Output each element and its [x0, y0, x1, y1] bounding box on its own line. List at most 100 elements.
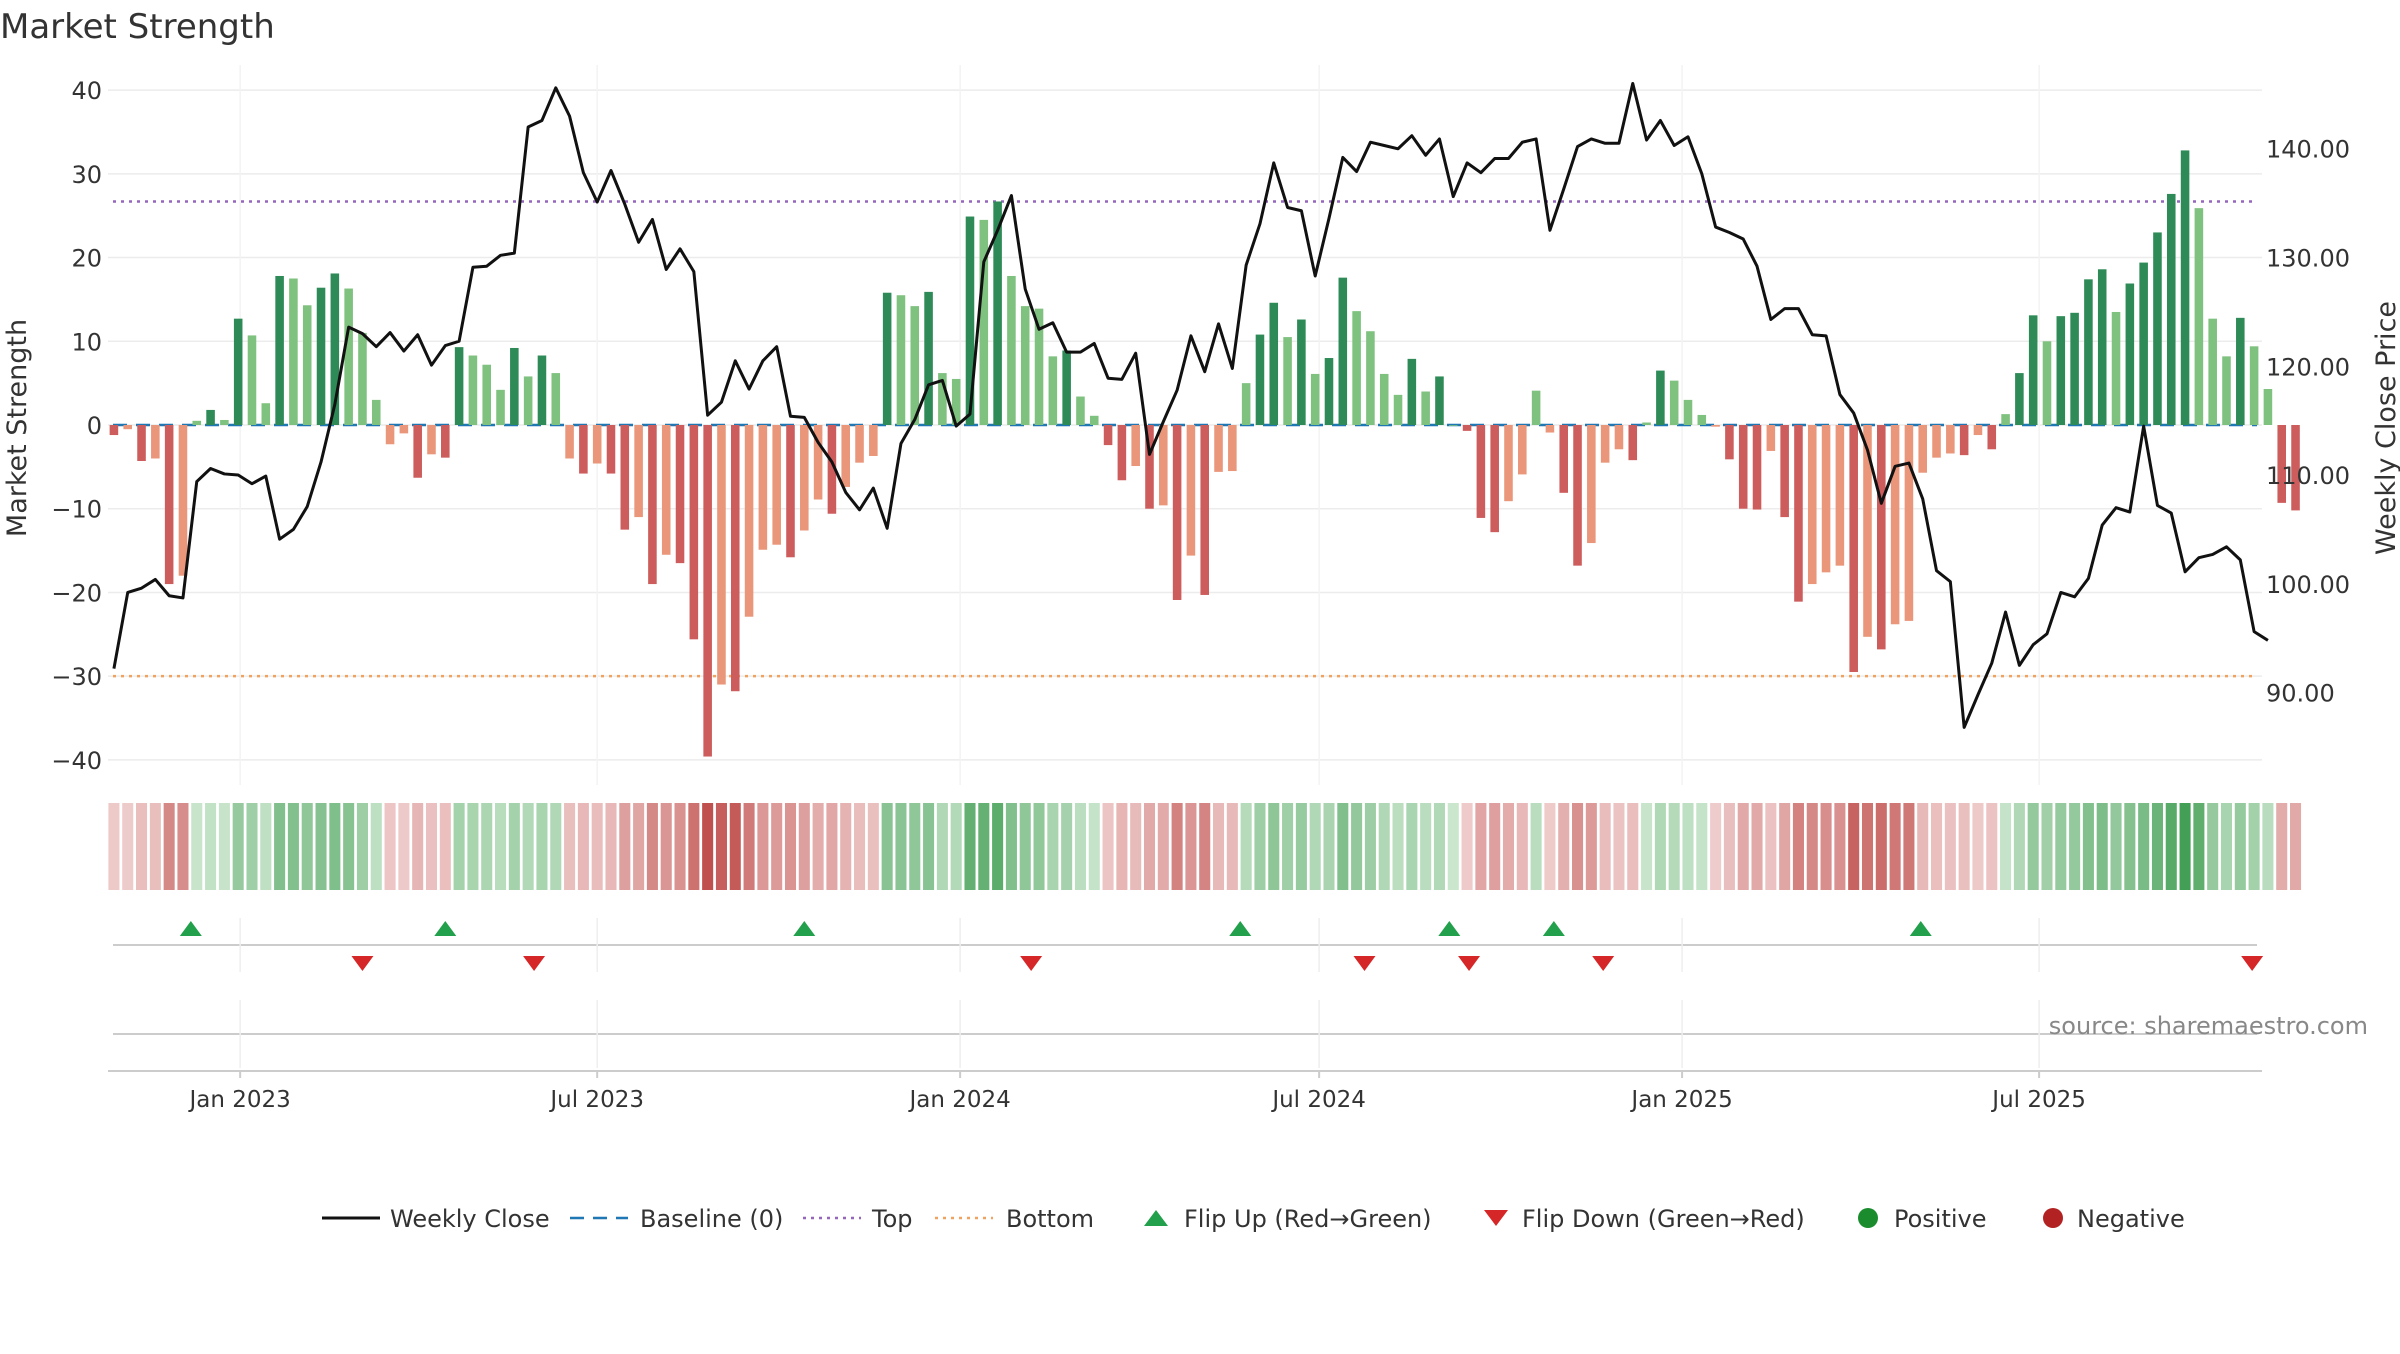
- strength-bar: [634, 425, 643, 518]
- strip-cell: [1268, 803, 1280, 890]
- strip-cell: [854, 803, 866, 890]
- strip-cell: [1433, 803, 1445, 890]
- strength-bar: [2125, 283, 2135, 425]
- strip-cell: [1682, 803, 1694, 890]
- strip-cell: [840, 803, 852, 890]
- strength-bar: [123, 425, 132, 430]
- strip-cell: [232, 803, 244, 890]
- legend-swatch-triangle-up: [1144, 1210, 1168, 1226]
- flip-marker-panel: [113, 918, 2264, 972]
- legend-item: Positive: [1858, 1205, 1987, 1233]
- x-tick-label: Jan 2024: [907, 1087, 1010, 1113]
- legend-label: Baseline (0): [640, 1205, 783, 1233]
- strip-cell: [163, 803, 175, 890]
- right-axis: 140.00 130.00 120.00 110.00 100.00 90.00: [2266, 136, 2350, 708]
- strip-cell: [1074, 803, 1086, 890]
- strip-cell: [757, 803, 769, 890]
- strength-bar: [2277, 425, 2286, 503]
- strength-bar: [1062, 350, 1071, 425]
- strength-bar: [1103, 425, 1113, 446]
- strip-cell: [1751, 803, 1763, 890]
- strength-bar: [1352, 311, 1361, 425]
- strip-cell: [1282, 803, 1294, 890]
- strength-bar: [2084, 279, 2093, 425]
- strip-cell: [1572, 803, 1584, 890]
- strength-bar: [1338, 277, 1348, 425]
- strip-cell: [2179, 803, 2191, 890]
- strength-bar: [1421, 391, 1430, 425]
- strength-bar: [1835, 425, 1845, 566]
- strip-cell: [550, 803, 562, 890]
- strip-cell: [2124, 803, 2136, 890]
- strip-cell: [495, 803, 507, 890]
- strip-cell: [205, 803, 217, 890]
- strip-cell: [425, 803, 438, 890]
- strength-bar: [1435, 376, 1444, 425]
- strip-cell: [1295, 803, 1307, 890]
- strip-cell: [633, 803, 645, 890]
- strip-cell: [1061, 803, 1073, 890]
- strip-cell: [1792, 803, 1804, 890]
- flip-down-marker: [523, 956, 546, 971]
- strength-bar: [289, 278, 298, 425]
- legend-label: Top: [871, 1205, 913, 1233]
- strip-cell: [1213, 803, 1225, 890]
- strip-cell: [1972, 803, 1984, 890]
- strength-bar: [523, 376, 533, 425]
- x-tick-label: Jul 2024: [1270, 1087, 1366, 1113]
- strip-cell: [1585, 803, 1597, 890]
- strip-cell: [1406, 803, 1418, 890]
- strength-bar: [1628, 425, 1638, 461]
- strip-cell: [1392, 803, 1404, 890]
- strip-cell: [2207, 803, 2219, 890]
- strip-cell: [218, 803, 230, 890]
- strip-cell: [108, 803, 120, 890]
- strip-cell: [1033, 803, 1045, 890]
- strip-cell: [2041, 803, 2053, 890]
- strength-bars: [109, 150, 2300, 757]
- strip-cell: [2096, 803, 2108, 890]
- flip-down-marker: [2241, 956, 2264, 971]
- strength-bar: [703, 425, 712, 757]
- strength-bar: [2194, 208, 2204, 425]
- strength-bar: [2056, 316, 2066, 425]
- legend-swatch-circle: [1858, 1208, 1878, 1228]
- strip-cell: [619, 803, 631, 890]
- flip-down-marker: [1353, 956, 1376, 971]
- strength-bar: [800, 425, 809, 531]
- strip-cell: [1723, 803, 1735, 890]
- strength-bar: [2249, 346, 2259, 425]
- flip-panel-grid: [239, 918, 2040, 972]
- legend-label: Negative: [2077, 1205, 2185, 1233]
- strength-bar: [1890, 425, 1900, 625]
- strength-bar: [1200, 425, 1209, 595]
- strength-bar: [1904, 425, 1914, 621]
- strength-bar: [1669, 380, 1679, 425]
- right-axis-label: Weekly Close Price: [2371, 301, 2400, 555]
- strip-cell: [287, 803, 299, 890]
- strip-cell: [992, 803, 1004, 890]
- strip-cell: [439, 803, 451, 890]
- strip-cell: [1254, 803, 1266, 890]
- strength-bar: [1393, 394, 1403, 425]
- strip-cell: [315, 803, 327, 890]
- strip-cell: [536, 803, 548, 890]
- strip-cell: [2276, 803, 2288, 890]
- strength-bar: [1297, 319, 1306, 425]
- strength-bar: [2166, 193, 2176, 425]
- strength-bar: [606, 425, 616, 474]
- strip-cell: [702, 803, 714, 890]
- strip-cell: [1226, 803, 1238, 890]
- strength-bar: [427, 425, 436, 455]
- strength-bar: [993, 201, 1002, 425]
- strip-cell: [1848, 803, 1860, 890]
- strength-bar: [2001, 414, 2010, 425]
- strip-cell: [1917, 803, 1929, 890]
- strength-bar: [233, 318, 243, 425]
- strength-bar: [1600, 425, 1610, 463]
- strength-bar: [1117, 425, 1127, 481]
- strip-cell: [2220, 803, 2233, 890]
- strip-cell: [1544, 803, 1556, 890]
- strength-bar: [1255, 334, 1265, 425]
- strength-bar: [1711, 425, 1720, 427]
